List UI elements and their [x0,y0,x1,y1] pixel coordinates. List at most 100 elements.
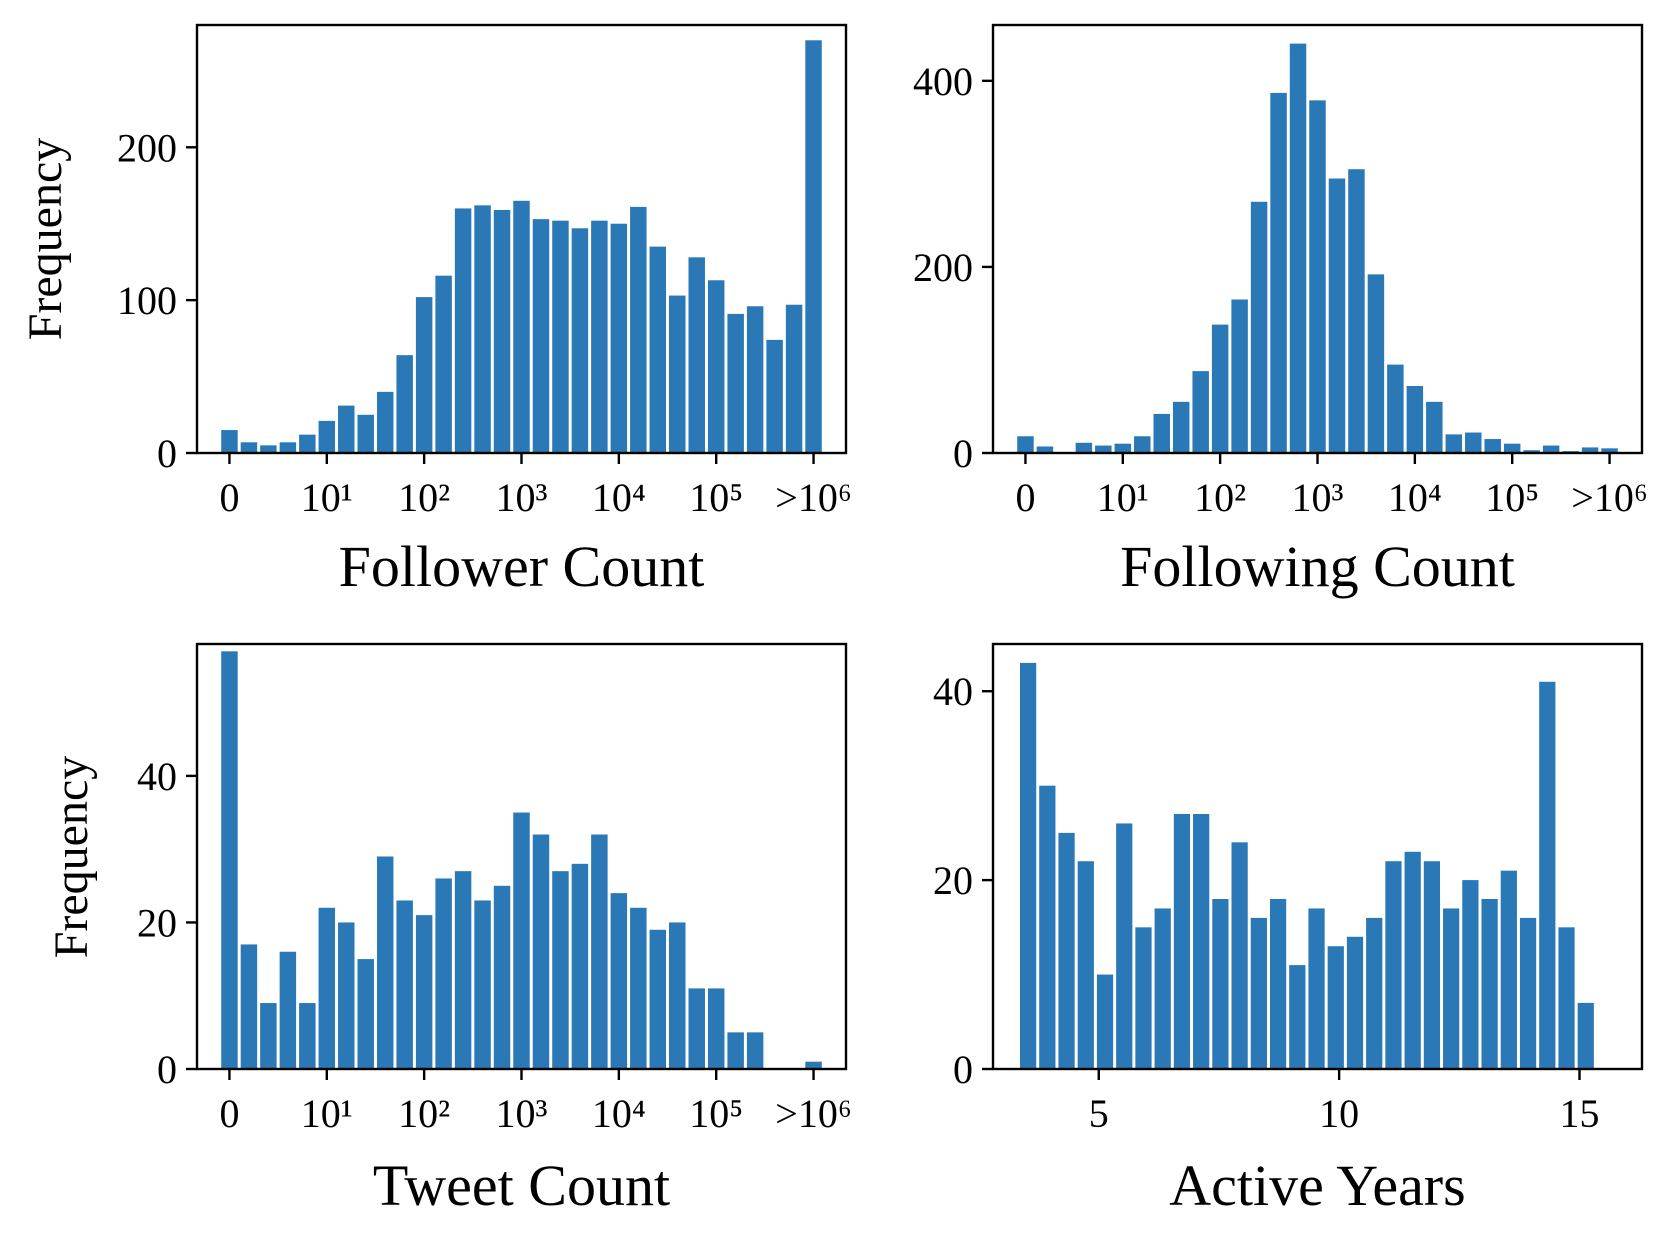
x-tick-label: 10⁴ [592,475,646,520]
histogram-bar [1346,936,1364,1069]
histogram-bar [493,209,511,453]
histogram-bar [746,306,764,453]
histogram-bar [669,922,686,1069]
histogram-bar [1462,880,1479,1069]
x-tick-label: 10⁴ [1388,475,1442,520]
histogram-bar [532,834,550,1069]
x-tick-label: 5 [1089,1091,1109,1136]
histogram-bar [474,900,491,1069]
histogram-bar [1484,439,1501,453]
y-tick-label: 0 [157,1047,177,1092]
x-axis-label: Follower Count [339,534,705,599]
histogram-bar [727,313,744,453]
histogram-bar [688,257,705,453]
histogram-bar [630,907,647,1069]
x-tick-label: 0 [219,475,239,520]
histogram-bar [649,246,667,453]
histogram-bar [1327,946,1344,1069]
histogram-bar [1173,814,1191,1069]
tweet-count-panel: 0 20 40 0 10¹ 10² 10³ 10⁴ 10⁵ >10⁶ Tweet Count Freq… [45,642,852,1218]
histogram-bar [727,1032,744,1069]
histogram-bar [1443,908,1460,1069]
histogram-bar [1423,861,1441,1069]
histogram-bar [1192,371,1209,453]
histogram-bar [338,922,355,1069]
x-tick-label: 10⁵ [689,475,743,520]
y-tick-label: 0 [953,431,973,476]
x-axis-label: Active Years [1169,1153,1465,1218]
histogram-bar [1289,43,1307,454]
histogram-bar [1211,324,1229,453]
histogram-bar [1366,917,1383,1069]
histogram-bar [1096,974,1114,1069]
histogram-bar [1077,861,1094,1069]
x-tick-label: 10 [1319,1091,1359,1136]
histogram-bar [454,871,472,1069]
x-tick-label: 15 [1560,1091,1600,1136]
histogram-bar [357,959,374,1069]
x-tick-label: >10⁶ [775,475,852,520]
histogram-bar [376,856,394,1069]
y-tick-label: 0 [157,431,177,476]
histogram-bar [1019,662,1037,1069]
histogram-bar [1445,434,1463,453]
histogram-bar [1154,908,1171,1069]
x-axis-label: Tweet Count [373,1153,670,1218]
histogram-bar [1250,201,1268,453]
histogram-bar [1058,832,1075,1069]
histogram-bar [805,1061,822,1069]
histogram-bar [279,951,297,1069]
histogram-bar [454,208,472,453]
histogram-bar [318,907,336,1069]
histogram-bar [688,988,705,1069]
histogram-bar [1503,443,1521,453]
x-tick-label: 0 [1015,475,1035,520]
histogram-bar [221,651,238,1069]
histogram-bar [591,220,608,453]
histogram-bar [1212,899,1229,1069]
histogram-bar [1231,842,1248,1069]
histogram-bar [1500,870,1517,1069]
x-tick-label: 0 [219,1091,239,1136]
histogram-bar [1367,274,1385,453]
histogram-bar [240,442,258,453]
histogram-bar [1539,681,1556,1069]
histogram-bar [1308,908,1325,1069]
histogram-bar [318,420,336,453]
histogram-bar [1577,1002,1594,1069]
histogram-bar [571,863,589,1069]
x-tick-label: 10³ [496,475,548,520]
histogram-bar [1172,401,1190,453]
histogram-bar [221,430,238,453]
y-tick-label: 100 [117,278,177,323]
histogram-bar [474,205,491,453]
y-tick-label: 200 [117,125,177,170]
histogram-bar [707,280,725,453]
histogram-bar [785,304,803,453]
histogram-bar [396,355,413,453]
histogram-bar [435,878,452,1069]
x-tick-label: 10⁴ [592,1091,646,1136]
histogram-bar [1519,917,1537,1069]
histogram-bar [240,944,258,1069]
histogram-bar [260,1003,277,1069]
histogram-bar [1465,432,1482,453]
histogram-bar [610,223,628,453]
histogram-bar [766,339,783,453]
y-tick-label: 200 [913,245,973,290]
histogram-bar [338,405,355,453]
histogram-bar [435,275,452,453]
histogram-bar [707,988,725,1069]
x-tick-label: 10¹ [301,475,353,520]
histogram-bar [630,206,647,453]
histogram-bar [746,1032,764,1069]
y-tick-label: 0 [953,1047,973,1092]
histogram-bar [260,445,277,453]
histogram-bar [669,295,686,453]
x-tick-label: 10³ [496,1091,548,1136]
histogram-bar [299,434,316,453]
histogram-bar [1036,446,1054,453]
histogram-bar [1075,442,1093,453]
x-tick-label: >10⁶ [1571,475,1648,520]
